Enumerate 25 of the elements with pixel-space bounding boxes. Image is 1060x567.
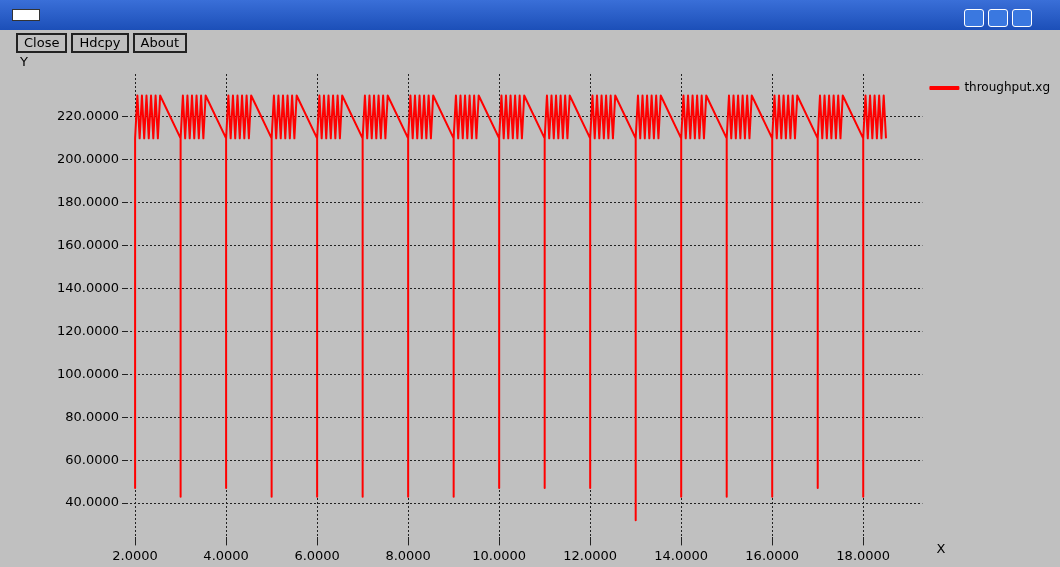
x-tick-label: 14.0000 [654, 547, 709, 563]
text: Close [16, 33, 68, 53]
y-tick-label: 140.0000 [56, 279, 119, 295]
y-axis-title: Y [19, 53, 28, 69]
x-tick-label: 4.0000 [203, 547, 249, 563]
x-tick-label: 12.0000 [563, 547, 618, 563]
y-tick-label: 100.0000 [56, 365, 119, 381]
legend-label: throughput.xg [964, 80, 1051, 95]
text: About [132, 33, 187, 53]
y-tick-label: 80.0000 [65, 408, 119, 424]
x-tick-label: 18.0000 [836, 547, 891, 563]
x-tick-label: 6.0000 [294, 547, 340, 563]
x-axis-title: X [936, 540, 946, 556]
x-tick-label: 2.0000 [112, 547, 158, 563]
x-tick-label: 16.0000 [745, 547, 800, 563]
y-tick-label: 40.0000 [65, 494, 119, 510]
y-tick-label: 200.0000 [56, 151, 119, 167]
y-tick-label: 160.0000 [56, 237, 119, 252]
x-tick-label: 10.0000 [472, 547, 527, 563]
y-tick-label: 180.0000 [56, 194, 119, 210]
y-tick-label: 220.0000 [56, 108, 119, 124]
text: Hdcpy [71, 33, 129, 53]
y-tick-label: 120.0000 [56, 322, 119, 338]
y-tick-label: 60.0000 [65, 451, 119, 467]
x-tick-label: 8.0000 [385, 547, 431, 563]
